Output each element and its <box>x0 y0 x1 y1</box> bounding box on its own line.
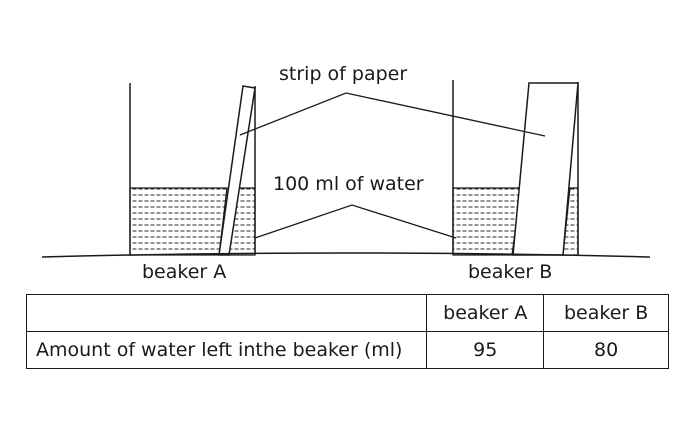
strip-pointer-lines <box>239 92 546 137</box>
beaker-a-water <box>129 187 228 256</box>
table-row: Amount of water left inthe beaker (ml) 9… <box>25 331 669 369</box>
table-header-row: beaker A beaker B <box>25 294 669 332</box>
beaker-a-label: beaker A <box>142 261 227 283</box>
water-volume-label: 100 ml of water <box>273 173 424 195</box>
strip-of-paper-label: strip of paper <box>279 63 408 85</box>
table-header-beaker-a: beaker A <box>426 294 545 332</box>
row-label: Amount of water left inthe beaker (ml) <box>25 331 428 369</box>
beaker-a-value: 95 <box>426 331 545 369</box>
beaker-b-label: beaker B <box>468 261 553 283</box>
beaker-b-value: 80 <box>543 331 669 369</box>
water-pointer-lines <box>254 204 457 239</box>
beaker-b-water <box>452 187 522 256</box>
experiment-diagram <box>41 80 651 258</box>
table-header-empty <box>25 294 428 332</box>
ground-line <box>41 252 651 258</box>
beaker-a-paper-strip <box>218 85 256 256</box>
table-header-beaker-b: beaker B <box>543 294 669 332</box>
results-table: beaker A beaker B Amount of water left i… <box>25 294 669 369</box>
